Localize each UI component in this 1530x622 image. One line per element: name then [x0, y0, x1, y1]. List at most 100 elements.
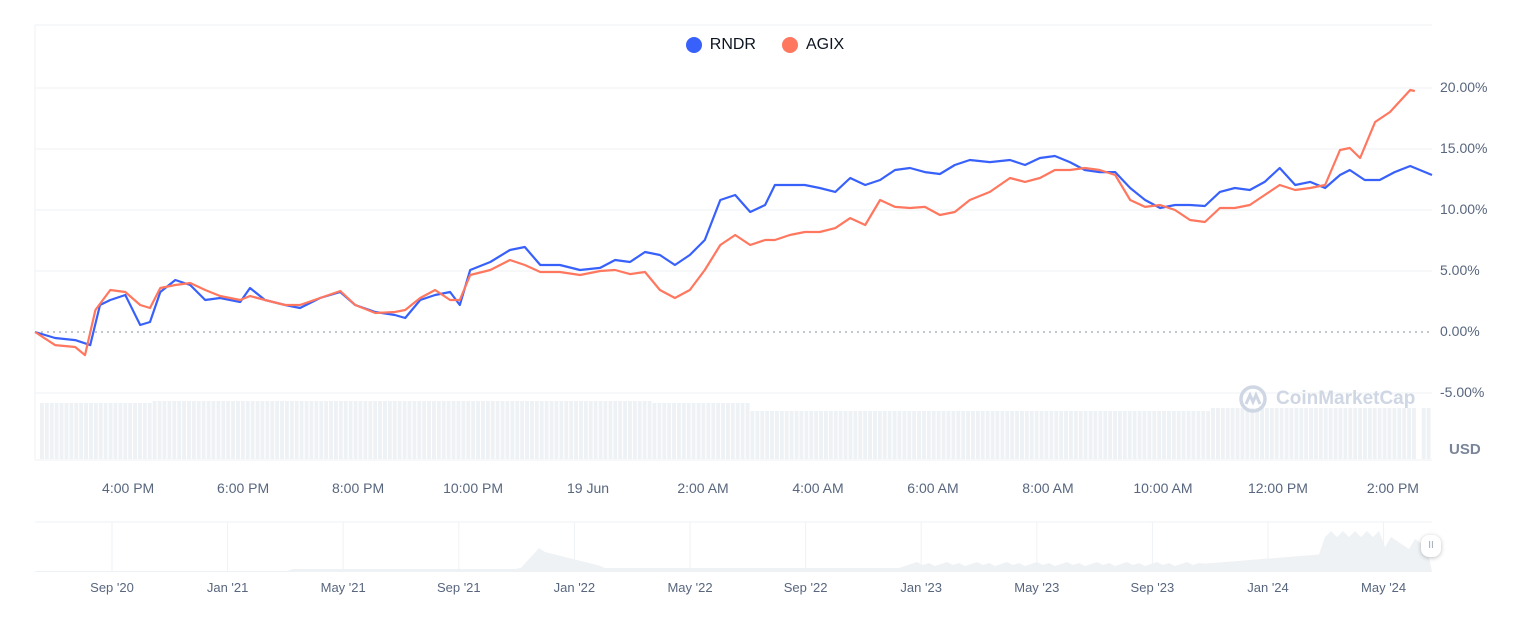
- volume-bar: [1387, 408, 1392, 459]
- volume-bar: [569, 401, 574, 459]
- volume-bar: [1367, 408, 1372, 459]
- legend-item-rndr[interactable]: RNDR: [685, 36, 756, 54]
- x-tick-label: 10:00 AM: [1133, 480, 1193, 496]
- volume-bar: [201, 401, 206, 459]
- x-tick-label: 6:00 PM: [217, 480, 270, 496]
- volume-bar: [564, 401, 569, 459]
- x-tick-label: 10:00 PM: [443, 480, 504, 496]
- navigator-handle[interactable]: II: [1421, 535, 1441, 557]
- volume-bar: [280, 401, 284, 459]
- volume-bar: [789, 411, 794, 459]
- volume-bar: [985, 411, 990, 459]
- volume-bar: [716, 403, 721, 459]
- volume-bar: [912, 411, 917, 459]
- volume-bar: [628, 401, 632, 459]
- volume-bar: [1137, 411, 1142, 459]
- volume-bar: [1020, 411, 1024, 459]
- volume-bar: [1220, 408, 1225, 459]
- volume-bar: [329, 401, 333, 459]
- volume-bar: [1338, 408, 1343, 459]
- volume-bar: [755, 411, 760, 459]
- volume-bar: [613, 401, 618, 459]
- volume-bar: [750, 411, 755, 459]
- volume-bar: [1039, 411, 1044, 459]
- volume-bar: [877, 411, 882, 459]
- volume-bar: [485, 401, 490, 459]
- volume-bar: [177, 401, 182, 459]
- volume-bar: [1274, 408, 1279, 459]
- volume-bar: [1147, 411, 1152, 459]
- volume-bar: [1279, 408, 1284, 459]
- volume-bar: [1348, 408, 1353, 459]
- volume-bar: [579, 401, 583, 459]
- volume-bar: [814, 411, 819, 459]
- volume-bar: [559, 401, 564, 459]
- volume-bar: [206, 401, 211, 459]
- volume-bar: [1171, 411, 1176, 459]
- volume-bar: [265, 401, 270, 459]
- volume-bars: [40, 401, 1431, 459]
- volume-bar: [505, 401, 510, 459]
- volume-bar: [794, 411, 799, 459]
- volume-bar: [623, 401, 627, 459]
- x-tick-label: 19 Jun: [567, 480, 610, 496]
- volume-bar: [1073, 411, 1078, 459]
- volume-bar: [1113, 411, 1117, 459]
- volume-bar: [858, 411, 863, 459]
- y-tick-label: 10.00%: [1440, 201, 1488, 217]
- legend-label: AGIX: [805, 36, 845, 53]
- volume-bar: [1289, 408, 1294, 459]
- volume-bar: [1093, 411, 1098, 459]
- volume-bar: [583, 401, 588, 459]
- volume-bar: [946, 411, 951, 459]
- volume-bar: [726, 403, 730, 459]
- legend-item-agix[interactable]: AGIX: [781, 36, 845, 54]
- volume-bar: [1000, 411, 1005, 459]
- volume-bar: [1054, 411, 1059, 459]
- legend: RNDR AGIX: [0, 36, 1530, 54]
- x-tick-label: 8:00 PM: [332, 480, 385, 496]
- volume-bar: [672, 403, 676, 459]
- agix-color-dot: [781, 37, 798, 53]
- volume-bar: [1211, 408, 1215, 459]
- volume-bar: [191, 401, 196, 459]
- volume-bar: [226, 401, 231, 459]
- volume-bar: [216, 401, 221, 459]
- volume-bar: [804, 411, 809, 459]
- volume-bar: [931, 411, 936, 459]
- volume-bar: [961, 411, 966, 459]
- volume-bar: [368, 401, 373, 459]
- volume-bar: [1363, 408, 1367, 459]
- volume-bar: [838, 411, 843, 459]
- volume-bar: [956, 411, 961, 459]
- volume-bar: [843, 411, 848, 459]
- volume-bar: [779, 411, 784, 459]
- volume-bar: [642, 401, 647, 459]
- volume-bar: [618, 401, 623, 459]
- volume-bar: [343, 401, 348, 459]
- volume-bar: [770, 411, 774, 459]
- volume-bar: [417, 401, 422, 459]
- volume-bar: [387, 401, 392, 459]
- volume-bar: [1015, 411, 1019, 459]
- volume-bar: [59, 403, 64, 459]
- volume-bar: [451, 401, 456, 459]
- volume-bar: [1265, 408, 1269, 459]
- volume-bar: [490, 401, 495, 459]
- volume-bar: [995, 411, 1000, 459]
- volume-bar: [422, 401, 427, 459]
- volume-bar: [334, 401, 338, 459]
- volume-bar: [1044, 411, 1049, 459]
- volume-bar: [1088, 411, 1093, 459]
- volume-bar: [1333, 408, 1338, 459]
- volume-bar: [1304, 408, 1309, 459]
- navigator: [35, 521, 1432, 572]
- volume-bar: [221, 401, 226, 459]
- navigator-date-label: Jan '24: [1247, 580, 1289, 595]
- volume-bar: [397, 401, 402, 459]
- volume-bar: [1059, 411, 1064, 459]
- volume-bar: [1407, 408, 1411, 459]
- volume-bar: [1181, 411, 1186, 459]
- volume-bar: [162, 401, 167, 459]
